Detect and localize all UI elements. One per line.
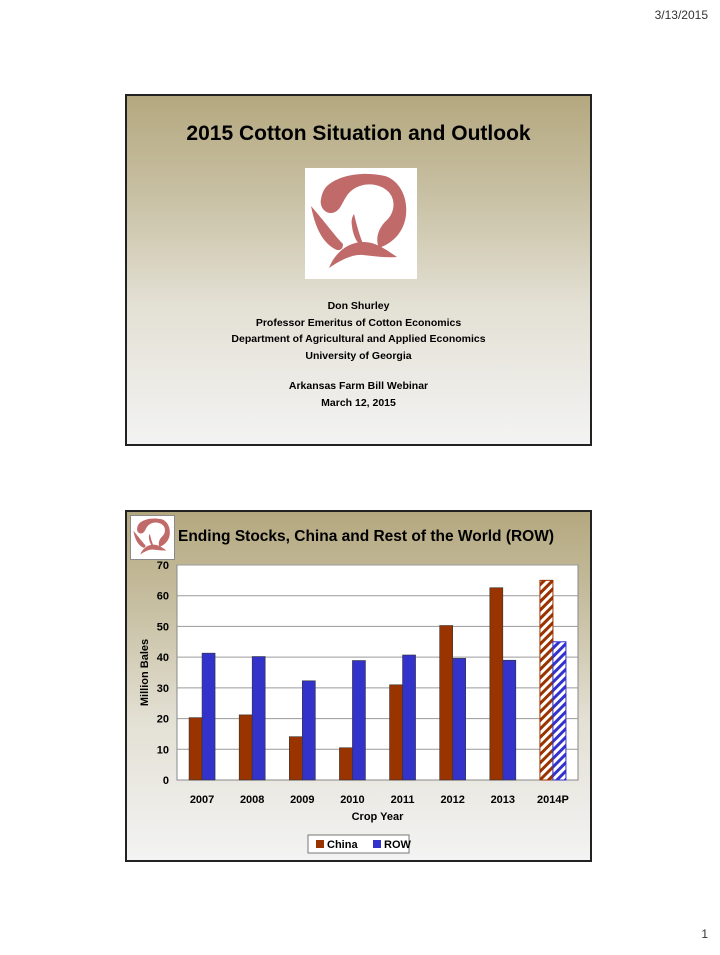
bar-row-2013 [502, 659, 517, 781]
x-tick-label: 2009 [290, 794, 314, 806]
bar-china-2010 [339, 747, 353, 781]
bar-row-2014P [552, 641, 567, 781]
event-name: Arkansas Farm Bill Webinar [288, 380, 429, 392]
presenter-department: Department of Agricultural and Applied E… [231, 333, 486, 345]
bar-row-2012 [452, 658, 466, 781]
slide-title: 2015 Cotton Situation and Outlook [186, 122, 531, 145]
legend-label-row: ROW [384, 839, 412, 851]
event-date: March 12, 2015 [321, 396, 396, 409]
bar-china-2011 [389, 684, 403, 781]
cotton-boll-logo-icon [130, 515, 175, 560]
y-tick-label: 50 [157, 621, 169, 633]
page-date: 3/13/2015 [654, 8, 708, 22]
bar-row-2009 [302, 680, 316, 781]
cotton-boll-logo-icon [305, 168, 417, 279]
y-tick-label: 10 [157, 744, 169, 756]
bar-row-2007 [201, 652, 216, 781]
legend-swatch-row [373, 840, 381, 848]
legend-box [307, 834, 410, 854]
plot-area [176, 564, 579, 781]
x-tick-label: 2013 [491, 794, 515, 806]
bar-china-2014P [539, 579, 554, 781]
y-tick-label: 40 [157, 652, 169, 664]
x-axis-label: Crop Year [352, 811, 404, 823]
bar-row-2010 [352, 660, 366, 781]
y-tick-label: 30 [157, 683, 169, 695]
legend-swatch-china [316, 840, 324, 848]
presenter-info: Don Shurley Professor Emeritus of Cotton… [127, 298, 590, 411]
chart-legend: China ROW [307, 834, 412, 854]
title-slide: 2015 Cotton Situation and Outlook Don Sh… [125, 94, 592, 446]
bar-row-2008 [251, 656, 266, 781]
y-tick-label: 20 [157, 714, 169, 726]
bar-china-2009 [289, 736, 303, 781]
bar-china-2012 [439, 625, 453, 781]
x-tick-label: 2007 [190, 794, 214, 806]
y-tick-label: 60 [157, 591, 169, 603]
presenter-position: Professor Emeritus of Cotton Economics [255, 316, 462, 329]
y-tick-label: 0 [163, 775, 169, 787]
page-number: 1 [701, 927, 708, 941]
x-tick-label: 2012 [440, 794, 464, 806]
x-tick-label: 2010 [340, 794, 364, 806]
presenter-university: University of Georgia [305, 349, 412, 362]
x-tick-label: 2011 [391, 794, 415, 806]
bar-row-2011 [402, 654, 416, 781]
bar-china-2013 [489, 587, 504, 781]
ending-stocks-chart: 0 10 20 30 40 50 60 70 2007 2008 2009 2010 2011 2012… [139, 560, 579, 854]
x-tick-label: 2014P [537, 794, 569, 806]
y-tick-label: 70 [157, 560, 169, 572]
y-axis-label: Million Bales [139, 639, 151, 706]
bar-china-2008 [238, 714, 253, 781]
legend-label-china: China [327, 839, 358, 851]
presenter-name: Don Shurley [327, 300, 390, 312]
bar-china-2007 [188, 717, 203, 781]
x-tick-label: 2008 [240, 794, 264, 806]
chart-slide: 0 10 20 30 40 50 60 70 2007 2008 2009 2010 2011 2012… [125, 510, 592, 862]
chart-title: Ending Stocks, China and Rest of the Wor… [178, 528, 555, 545]
